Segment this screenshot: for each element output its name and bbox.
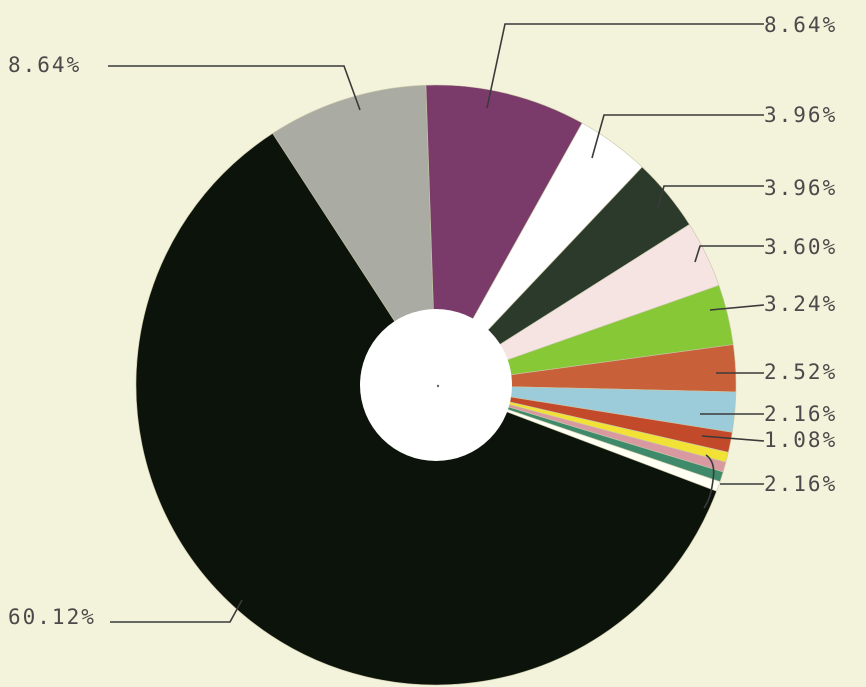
donut-hole bbox=[360, 309, 512, 461]
slice-label-darkgreen: 3.96% bbox=[764, 176, 837, 200]
leader-line-3 bbox=[657, 185, 764, 209]
leader-line-8 bbox=[701, 435, 765, 442]
slice-label-lightblue: 2.16% bbox=[764, 402, 837, 426]
slice-label-purple: 8.64% bbox=[764, 13, 837, 37]
leader-line-10 bbox=[703, 454, 715, 509]
slice-0 bbox=[272, 84, 437, 387]
slice-label-black: 60.12% bbox=[8, 605, 96, 629]
slice-label-small-group: 2.16% bbox=[764, 472, 837, 496]
slice-label-orange: 2.52% bbox=[764, 360, 837, 384]
leader-line-2 bbox=[591, 114, 764, 159]
leader-line-5 bbox=[709, 304, 765, 311]
slice-1 bbox=[425, 84, 583, 387]
slice-label-green: 3.24% bbox=[764, 292, 837, 316]
slice-label-red: 1.08% bbox=[764, 428, 837, 452]
slice-label-gray: 8.64% bbox=[8, 53, 81, 77]
slice-label-white: 3.96% bbox=[764, 103, 837, 127]
leader-line-11 bbox=[110, 599, 243, 623]
leader-line-0 bbox=[108, 65, 361, 111]
center-dot bbox=[436, 384, 440, 388]
leader-line-4 bbox=[694, 245, 764, 263]
slice-label-pink: 3.60% bbox=[764, 235, 837, 259]
leader-lines bbox=[108, 23, 765, 623]
slice-labels: 8.64% 8.64% 3.96% 3.96% 3.60% 3.24% 2.52… bbox=[8, 13, 837, 629]
leader-line-1 bbox=[486, 23, 764, 109]
